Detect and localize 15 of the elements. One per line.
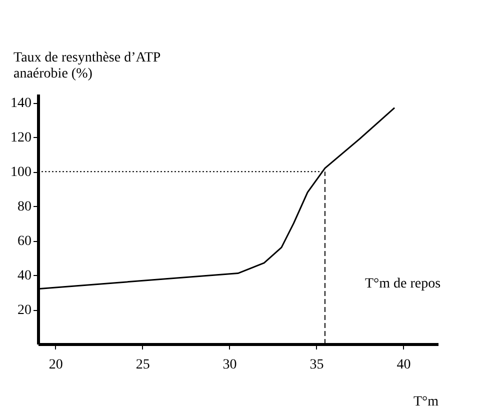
y-tick-label: 120	[10, 130, 32, 146]
y-tick-label: 80	[18, 200, 32, 215]
y-tick-label: 60	[18, 234, 32, 250]
y-tick-label: 20	[18, 303, 32, 318]
x-tick-label: 35	[310, 358, 324, 372]
x-tick-label: 25	[136, 358, 150, 372]
annotation: T°m de repos	[364, 276, 441, 292]
x-tick-label: 40	[396, 358, 411, 372]
x-axis-title: T°m	[413, 394, 439, 410]
x-tick-label: 20	[48, 358, 63, 372]
x-tick-label: 30	[222, 358, 237, 372]
y-tick-label: 100	[10, 165, 32, 180]
y-tick-label: 140	[10, 96, 32, 112]
y-tick-label: 40	[18, 268, 32, 284]
y-axis-title: Taux de resynthèse d’ATP anaérobie (%)	[14, 50, 161, 82]
